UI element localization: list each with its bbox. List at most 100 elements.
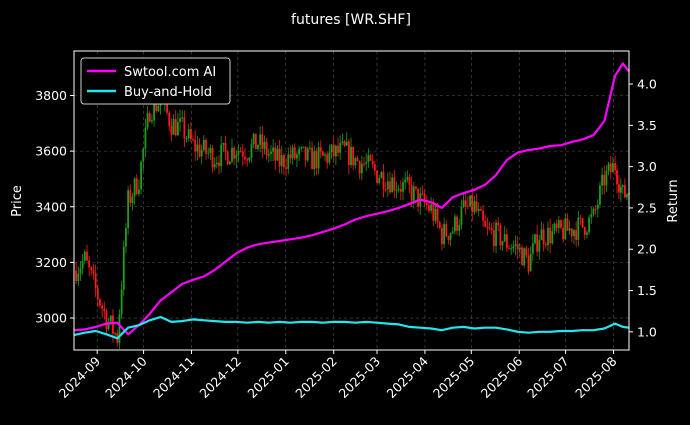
candle-body: [523, 248, 526, 266]
candle-body: [590, 214, 593, 218]
candle-body: [334, 145, 337, 157]
candle-body: [319, 147, 322, 152]
candle-body: [118, 314, 121, 343]
y-right-tick-label: 2.0: [637, 242, 657, 257]
candle-body: [138, 189, 140, 194]
candlestick-series: [75, 91, 630, 349]
candle-body: [460, 207, 463, 225]
candle-body: [341, 141, 344, 144]
candle-body: [183, 117, 186, 139]
candle-body: [566, 218, 569, 231]
candle-body: [384, 189, 387, 191]
y-left-tick-label: 3000: [35, 311, 67, 326]
candle-body: [254, 133, 257, 150]
candle-body: [112, 315, 114, 334]
candle-body: [352, 146, 355, 166]
candle-body: [267, 154, 270, 156]
candle-body: [601, 174, 604, 186]
candle-body: [445, 224, 448, 237]
candle-body: [200, 150, 203, 157]
candle-body: [434, 208, 437, 221]
candle-body: [77, 273, 80, 282]
candle-body: [477, 208, 480, 211]
candle-body: [263, 141, 266, 149]
candle-body: [127, 190, 130, 229]
legend-label-buy-and-hold: Buy-and-Hold: [124, 85, 212, 100]
candle-body: [570, 228, 573, 237]
candle-body: [300, 147, 303, 149]
candle-body: [252, 133, 255, 145]
y-left-tick-label: 3200: [35, 255, 67, 270]
candle-body: [408, 177, 411, 185]
candle-body: [393, 177, 396, 191]
candle-body: [166, 99, 168, 113]
candle-body: [428, 205, 430, 211]
candle-body: [280, 155, 283, 167]
candle-body: [619, 186, 622, 193]
candle-body: [86, 251, 88, 261]
candle-body: [226, 151, 229, 165]
candle-body: [213, 164, 216, 168]
candle-body: [135, 178, 138, 194]
candle-body: [142, 148, 145, 162]
candle-body: [315, 151, 318, 169]
candle-body: [170, 125, 173, 135]
legend-box: [80, 57, 231, 105]
candle-body: [202, 139, 205, 151]
candle-body: [185, 138, 188, 140]
candle-body: [594, 208, 597, 210]
candle-body: [293, 147, 296, 159]
y-right-tick-label: 1.0: [637, 324, 657, 339]
candle-body: [218, 162, 220, 167]
candle-body: [231, 147, 233, 162]
candle-body: [544, 244, 547, 246]
candle-body: [626, 194, 628, 198]
line-series-layer: [73, 62, 630, 340]
candle-body: [287, 154, 290, 169]
candle-body: [211, 148, 214, 168]
candle-body: [562, 227, 565, 240]
candle-body: [542, 229, 545, 245]
y-left-tick-label: 3600: [35, 144, 67, 159]
candle-body: [172, 119, 175, 135]
candle-body: [451, 231, 454, 234]
candle-body: [386, 181, 389, 190]
candle-body: [237, 150, 240, 155]
candle-body: [140, 161, 142, 190]
candle-body: [560, 220, 562, 228]
candle-body: [283, 155, 285, 168]
candle-body: [101, 305, 104, 309]
candle-body: [250, 144, 253, 158]
candle-body: [360, 163, 363, 174]
candle-body: [324, 154, 326, 156]
candle-body: [296, 154, 298, 159]
candle-body: [586, 232, 588, 235]
chart-title: futures [WR.SHF]: [291, 12, 411, 28]
candle-body: [581, 218, 584, 228]
candle-body: [521, 247, 523, 266]
candle-body: [196, 144, 199, 152]
candle-body: [421, 193, 424, 195]
candle-body: [224, 142, 227, 152]
candle-body: [508, 247, 510, 249]
candle-body: [376, 170, 378, 183]
candle-body: [415, 186, 417, 189]
series-line-swtool-com-ai: [73, 62, 630, 336]
candle-body: [395, 189, 398, 191]
y-axis-left: 3000 3200 3400 3600 3800: [35, 88, 74, 326]
candle-body: [148, 113, 151, 122]
candle-body: [306, 148, 309, 161]
candle-body: [397, 189, 400, 191]
candle-body: [289, 154, 292, 159]
candle-body: [337, 145, 339, 153]
candle-body: [527, 255, 530, 272]
candle-body: [176, 121, 179, 136]
candle-body: [577, 217, 580, 240]
candle-body: [399, 189, 402, 192]
candle-body: [583, 227, 586, 235]
candle-body: [259, 134, 262, 145]
candle-body: [443, 224, 446, 245]
candle-body: [304, 146, 307, 161]
candle-body: [503, 234, 506, 242]
